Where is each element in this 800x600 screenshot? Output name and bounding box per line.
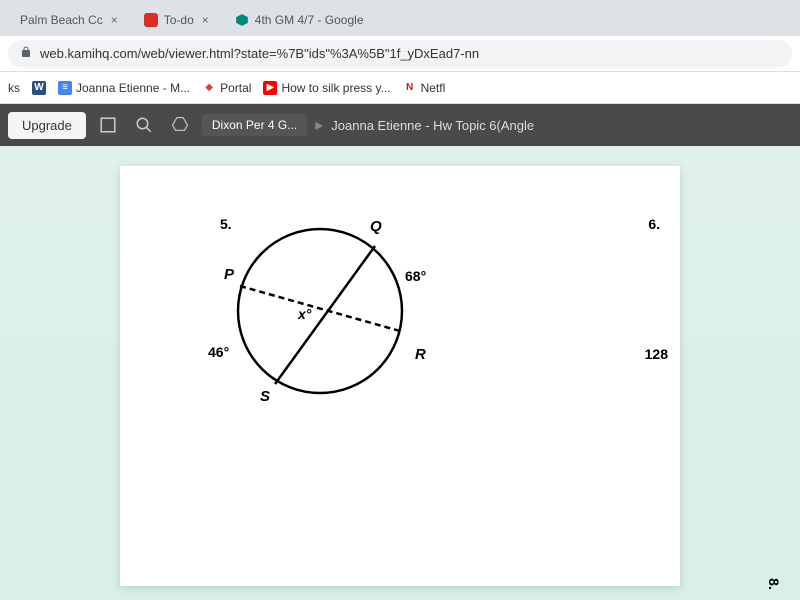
bookmark-item[interactable]: ≡ Joanna Etienne - M... — [58, 81, 190, 95]
problem-number-5: 5. — [220, 216, 232, 232]
point-label-s: S — [260, 388, 270, 405]
bookmark-icon: W — [32, 81, 46, 95]
url-bar: web.kamihq.com/web/viewer.html?state=%7B… — [0, 36, 800, 72]
arc-measure-ps: 46° — [208, 344, 229, 360]
url-text: web.kamihq.com/web/viewer.html?state=%7B… — [40, 46, 479, 61]
drive-icon[interactable] — [166, 111, 194, 139]
tab-title: To-do — [164, 13, 194, 27]
browser-tab[interactable]: To-do × — [132, 4, 221, 36]
breadcrumb-divider: ▸ — [315, 115, 323, 135]
document-viewport[interactable]: 5. 6. 128 P Q R S 68° 46° x° 8. — [0, 146, 800, 600]
bookmarks-bar: ks W ≡ Joanna Etienne - M... ◆ Portal ▶ … — [0, 72, 800, 104]
bookmark-item[interactable]: ▶ How to silk press y... — [263, 81, 390, 95]
bookmark-label: Joanna Etienne - M... — [76, 81, 190, 95]
bookmark-item[interactable]: ks — [8, 81, 20, 95]
portal-icon: ◆ — [202, 81, 216, 95]
bookmark-label: Netfl — [421, 81, 446, 95]
point-label-p: P — [224, 266, 234, 283]
browser-tabs-bar: Palm Beach Cc × To-do × 4th GM 4/7 - Goo… — [0, 0, 800, 36]
point-label-r: R — [415, 346, 426, 363]
bookmark-item[interactable]: W — [32, 81, 46, 95]
youtube-icon: ▶ — [263, 81, 277, 95]
problem-number-8: 8. — [766, 578, 782, 590]
geometry-circle-diagram — [235, 226, 415, 406]
bookmark-label: Portal — [220, 81, 251, 95]
search-icon[interactable] — [130, 111, 158, 139]
tab-title: Palm Beach Cc — [20, 13, 103, 27]
bookmark-item[interactable]: ◆ Portal — [202, 81, 251, 95]
upgrade-button[interactable]: Upgrade — [8, 112, 86, 139]
meet-icon — [235, 13, 249, 27]
close-icon[interactable]: × — [202, 13, 209, 27]
url-input[interactable]: web.kamihq.com/web/viewer.html?state=%7B… — [8, 40, 792, 68]
bookmark-item[interactable]: N Netfl — [403, 81, 446, 95]
document-page: 5. 6. 128 P Q R S 68° 46° x° — [120, 166, 680, 586]
angle-x: x° — [298, 306, 311, 322]
problem-number-128: 128 — [645, 346, 668, 362]
folder-label[interactable]: Dixon Per 4 G... — [202, 114, 307, 136]
problem-number-6: 6. — [648, 216, 660, 232]
todo-icon — [144, 13, 158, 27]
tab-title: 4th GM 4/7 - Google — [255, 13, 364, 27]
close-icon[interactable]: × — [111, 13, 118, 27]
point-label-q: Q — [370, 218, 382, 235]
browser-tab[interactable]: Palm Beach Cc × — [8, 4, 130, 36]
netflix-icon: N — [403, 81, 417, 95]
arc-measure-qr: 68° — [405, 268, 426, 284]
lock-icon — [20, 46, 32, 61]
browser-tab[interactable]: 4th GM 4/7 - Google — [223, 4, 376, 36]
kami-toolbar: Upgrade Dixon Per 4 G... ▸ Joanna Etienn… — [0, 104, 800, 146]
document-name: Joanna Etienne - Hw Topic 6(Angle — [331, 118, 792, 133]
docs-icon: ≡ — [58, 81, 72, 95]
bookmark-label: ks — [8, 81, 20, 95]
menu-icon[interactable] — [94, 111, 122, 139]
bookmark-label: How to silk press y... — [281, 81, 390, 95]
